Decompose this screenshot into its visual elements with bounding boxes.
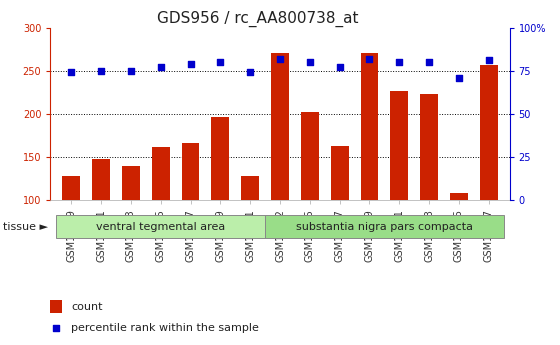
Point [186,61,195,67]
Point [156,65,165,70]
Point [52,325,60,331]
Bar [420,94,438,200]
Bar [181,143,199,200]
Point [216,59,225,65]
Point [454,75,463,80]
FancyBboxPatch shape [57,215,265,238]
Text: tissue ►: tissue ► [3,222,48,232]
Bar [390,90,408,200]
Point [484,58,493,63]
Point [246,70,255,75]
Text: substantia nigra pars compacta: substantia nigra pars compacta [296,222,473,232]
Bar [361,53,379,200]
Bar [212,117,229,200]
FancyBboxPatch shape [265,215,503,238]
Point [424,59,433,65]
Bar [92,159,110,200]
Point [97,68,106,73]
Text: ventral tegmental area: ventral tegmental area [96,222,225,232]
Point [395,59,404,65]
Bar [271,53,289,200]
Point [276,56,284,61]
Bar [62,176,80,200]
Point [335,65,344,70]
Point [67,70,76,75]
Bar [331,146,348,200]
Point [305,59,314,65]
Text: count: count [71,302,102,312]
Bar [450,193,468,200]
Bar [241,176,259,200]
Bar [301,112,319,200]
Bar [122,166,140,200]
Text: GDS956 / rc_AA800738_at: GDS956 / rc_AA800738_at [157,10,358,27]
Text: percentile rank within the sample: percentile rank within the sample [71,323,259,333]
Point [127,68,136,73]
Bar [50,300,62,313]
Bar [480,65,498,200]
Bar [152,148,170,200]
Point [365,56,374,61]
